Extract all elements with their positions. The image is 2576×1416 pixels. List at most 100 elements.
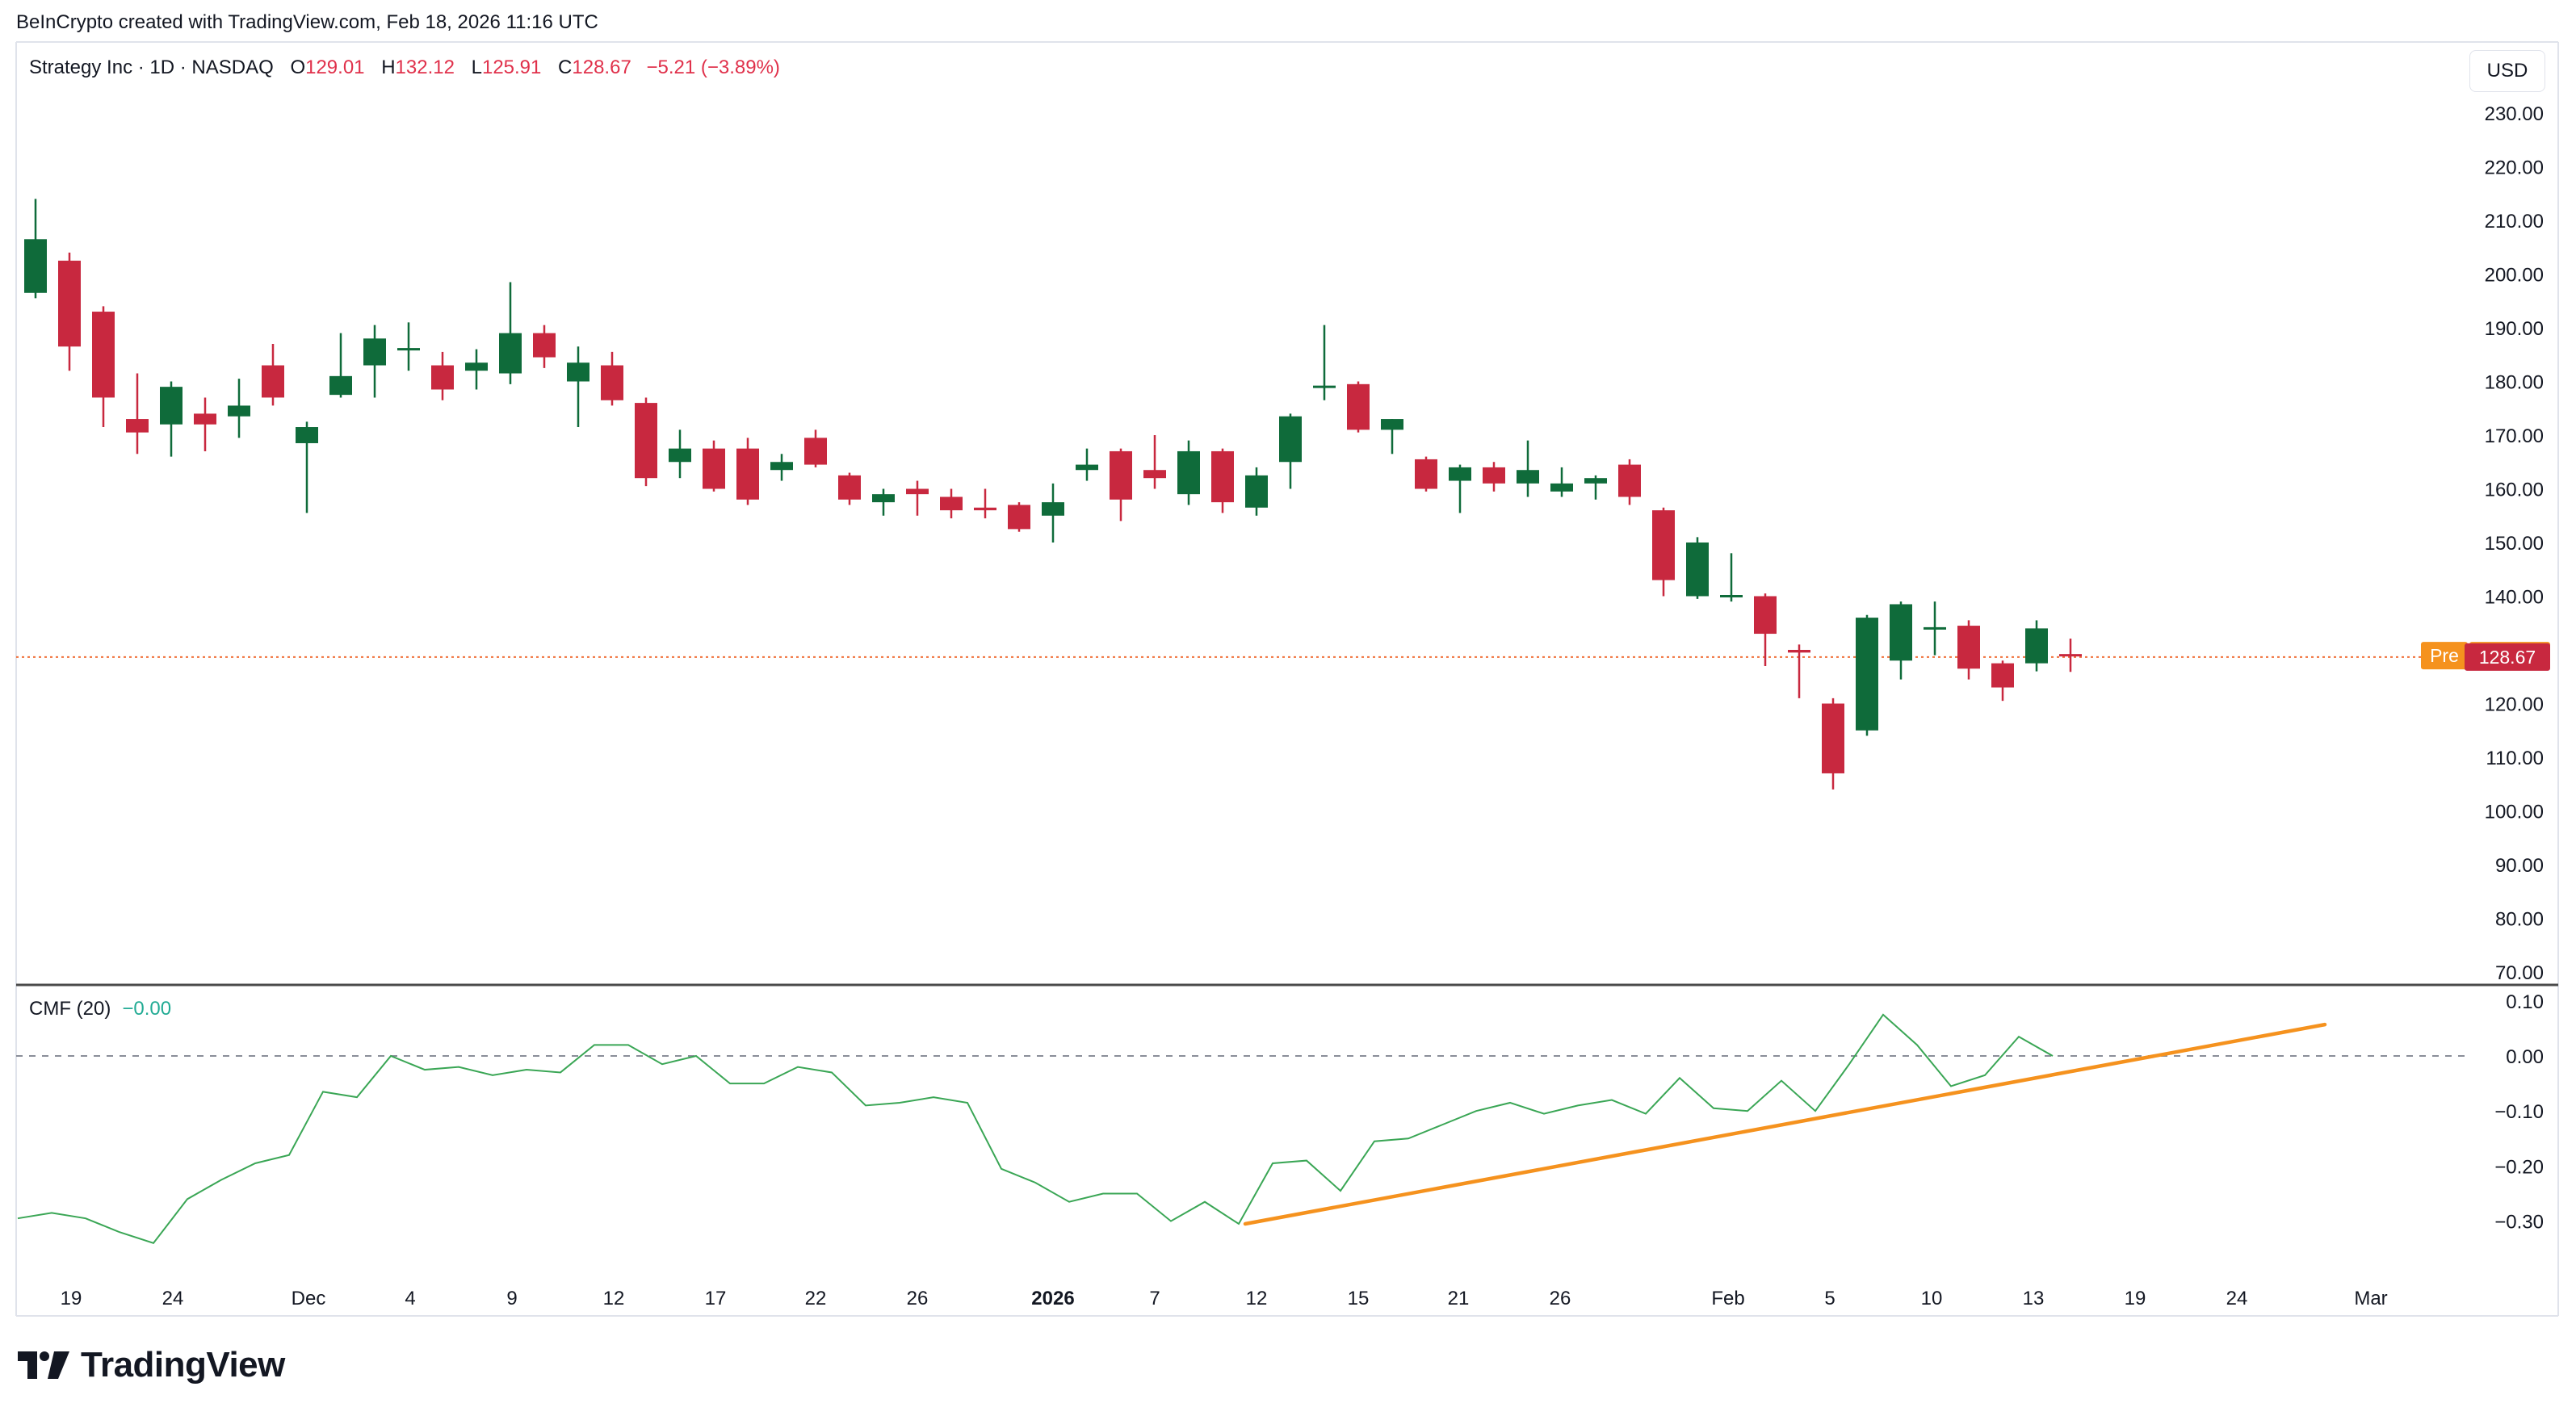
candle-body xyxy=(1381,419,1403,430)
candle-body xyxy=(940,496,963,511)
candle-body xyxy=(2059,654,2082,657)
candle-body xyxy=(1754,596,1777,635)
candle-body xyxy=(363,338,386,366)
cmf-tick-label: −0.20 xyxy=(2494,1156,2544,1178)
time-tick-label: 21 xyxy=(1448,1288,1470,1309)
candle-body xyxy=(1652,510,1675,580)
candle-body xyxy=(1550,483,1573,492)
low-value: 125.91 xyxy=(481,57,542,78)
cmf-line xyxy=(17,1013,2054,1245)
tradingview-logo[interactable]: TradingView xyxy=(18,1345,285,1385)
candle-body xyxy=(397,348,420,351)
candle-body xyxy=(567,362,589,382)
time-tick-label: 12 xyxy=(1246,1288,1268,1309)
chart-credit: BeInCrypto created with TradingView.com,… xyxy=(16,11,598,33)
cmf-axis[interactable]: 0.10 0.00 −0.10 −0.20 −0.30 xyxy=(2494,991,2544,1234)
time-tick-label: 22 xyxy=(805,1288,827,1309)
price-tick-label: 230.00 xyxy=(2485,103,2544,125)
cmf-tick-label: 0.00 xyxy=(2506,1046,2544,1068)
candle-body xyxy=(1245,475,1268,508)
candle-body xyxy=(974,507,996,511)
chart-frame xyxy=(15,41,2559,1317)
cmf-legend-value: −0.00 xyxy=(122,998,172,1020)
candle-body xyxy=(1347,383,1370,430)
close-label: C xyxy=(558,57,573,78)
price-axis[interactable]: 230.00 220.00 210.00 200.00 190.00 180.00 170.… xyxy=(2485,103,2544,984)
time-tick-label: 9 xyxy=(506,1288,517,1309)
candle-body xyxy=(1076,464,1098,471)
time-tick-label: 12 xyxy=(603,1288,625,1309)
price-tick-label: 180.00 xyxy=(2485,372,2544,394)
time-tick-label: 13 xyxy=(2023,1288,2045,1309)
last-price-badge-bg xyxy=(2465,643,2550,671)
price-tick-label: 150.00 xyxy=(2485,533,2544,555)
candle-body xyxy=(1957,626,1980,669)
cmf-trendline-line xyxy=(1243,1022,2327,1226)
candle-body xyxy=(1584,478,1607,484)
candle-body xyxy=(1211,450,1234,503)
price-tick-label: 220.00 xyxy=(2485,157,2544,179)
price-tick-label: 160.00 xyxy=(2485,480,2544,501)
candle-body xyxy=(1618,464,1641,497)
time-tick-label: 24 xyxy=(162,1288,184,1309)
candle-body xyxy=(1008,505,1030,530)
candle-body xyxy=(1856,618,1878,731)
time-tick-label: 19 xyxy=(2125,1288,2146,1309)
time-tick-label: 19 xyxy=(61,1288,82,1309)
time-tick-label: 5 xyxy=(1824,1288,1835,1309)
symbol-title[interactable]: Strategy Inc · 1D · NASDAQ xyxy=(29,57,274,78)
price-tick-label: 140.00 xyxy=(2485,587,2544,609)
price-tick-label: 70.00 xyxy=(2495,962,2544,984)
candle-body xyxy=(92,312,115,398)
tradingview-logo-icon xyxy=(18,1351,69,1379)
candle-body xyxy=(465,362,488,371)
price-tick-label: 100.00 xyxy=(2485,802,2544,823)
candle-body xyxy=(533,333,556,358)
time-tick-label: 17 xyxy=(705,1288,727,1309)
low-label: L xyxy=(471,57,482,78)
candle-body xyxy=(1313,385,1336,388)
candle-body xyxy=(1686,543,1709,597)
pre-badge-label: Pre xyxy=(2430,645,2459,666)
candle-body xyxy=(703,448,725,489)
candle-body xyxy=(1177,450,1200,495)
time-axis[interactable]: 19 24 Dec 4 9 12 17 22 26 2026 7 12 15 21 26 Feb 5 10 13 19… xyxy=(61,1288,2388,1309)
currency-button[interactable]: USD xyxy=(2469,50,2545,92)
candle-body xyxy=(329,375,352,396)
candle-body xyxy=(1890,604,1912,661)
open-label: O xyxy=(290,57,306,78)
candle-body xyxy=(1924,626,1946,630)
time-tick-label: 24 xyxy=(2226,1288,2248,1309)
cmf-legend: CMF (20) −0.00 xyxy=(29,998,171,1020)
candle-body xyxy=(1042,502,1064,516)
price-tick-label: 110.00 xyxy=(2486,748,2544,769)
candle-body xyxy=(431,365,454,390)
time-tick-label: 26 xyxy=(1550,1288,1571,1309)
high-value: 132.12 xyxy=(395,57,455,78)
candle-body xyxy=(24,239,47,293)
cmf-trendline xyxy=(1243,1022,2327,1226)
candle-body xyxy=(1517,470,1539,484)
cmf-series xyxy=(17,1013,2054,1245)
time-tick-label: Dec xyxy=(292,1288,326,1309)
cmf-legend-label[interactable]: CMF (20) xyxy=(29,998,111,1020)
candles xyxy=(24,199,2082,790)
candle-body xyxy=(635,403,657,479)
time-tick-label: 4 xyxy=(405,1288,415,1309)
last-price-badge: 128.67 xyxy=(2479,647,2536,668)
candle-body xyxy=(499,333,522,374)
candle-body xyxy=(1110,450,1132,500)
pre-badge-label-bg xyxy=(2421,642,2468,670)
high-label: H xyxy=(381,57,396,78)
candle-body xyxy=(906,488,929,495)
open-value: 129.01 xyxy=(305,57,365,78)
candle-body xyxy=(194,413,216,425)
candle-body xyxy=(1483,467,1505,484)
candle-body xyxy=(736,448,759,500)
candle-body xyxy=(262,365,284,398)
candle-body xyxy=(601,365,623,400)
price-tick-label: 200.00 xyxy=(2485,265,2544,287)
time-tick-label: 15 xyxy=(1348,1288,1370,1309)
tradingview-logo-text: TradingView xyxy=(81,1345,285,1385)
